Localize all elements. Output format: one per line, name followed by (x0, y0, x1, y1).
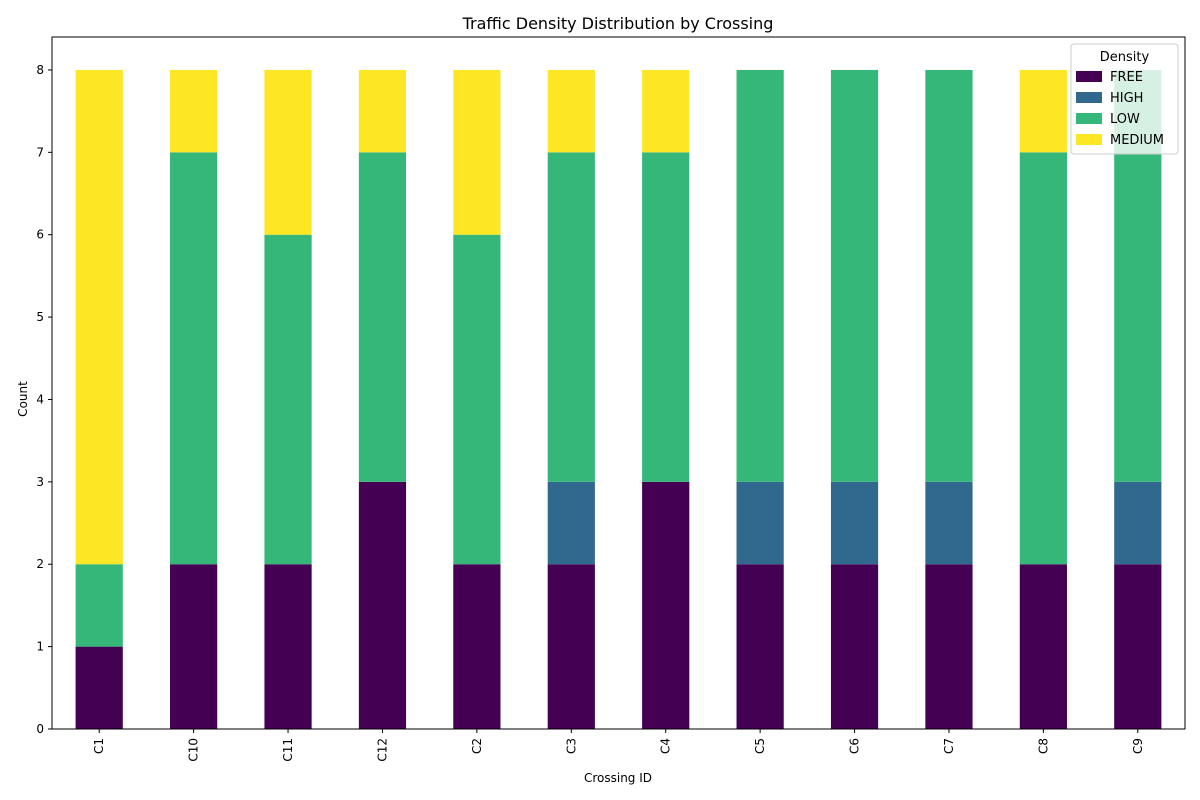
legend-swatch-free (1076, 71, 1102, 82)
legend-title: Density (1100, 50, 1150, 65)
bar-C6-high (830, 481, 879, 565)
x-tick-label: C9 (1131, 738, 1145, 754)
bar-C7-free (925, 564, 973, 729)
x-tick-label: C3 (564, 738, 578, 754)
bar-C12-free (358, 481, 407, 729)
x-tick-label: C5 (753, 738, 767, 754)
y-tick-label: 0 (36, 722, 44, 736)
bar-C1-medium (75, 69, 123, 565)
y-tick-label: 2 (36, 557, 44, 571)
bar-C10-medium (170, 69, 218, 153)
bar-C9-free (1114, 564, 1162, 729)
bar-C2-medium (453, 69, 501, 235)
x-axis-label: Crossing ID (584, 771, 652, 785)
bar-C2-low (453, 234, 501, 565)
legend-label-high: HIGH (1110, 91, 1143, 106)
bar-C7-low (925, 69, 973, 482)
bar-C5-high (736, 481, 784, 565)
x-tick-label: C10 (187, 738, 201, 762)
bar-C8-medium (1019, 69, 1067, 153)
x-tick-label: C7 (942, 738, 956, 754)
bar-C1-low (75, 564, 123, 647)
x-tick-label: C6 (848, 738, 862, 754)
legend: Density FREE HIGH LOW MEDIUM (1070, 43, 1179, 155)
bar-C8-free (1019, 564, 1067, 729)
x-tick-label: C4 (659, 738, 673, 754)
x-tick-label: C12 (375, 738, 389, 762)
bar-C5-free (736, 564, 784, 729)
bar-C6-low (830, 69, 879, 482)
legend-swatch-low (1076, 113, 1102, 124)
bar-C9-high (1114, 481, 1162, 565)
bar-C3-free (547, 564, 595, 729)
bar-C3-high (547, 481, 595, 565)
bar-C4-low (642, 152, 690, 482)
x-tick-label: C1 (92, 738, 106, 754)
bar-C6-free (830, 564, 879, 729)
y-tick-label: 4 (36, 392, 44, 406)
x-tick-label: C2 (470, 738, 484, 754)
plot-area: C1 C10 C11 C12 C2 C3 C4 C5 C6 C7 C8 C9 0 1 2 3 4 5 6 7 8 (36, 36, 1186, 762)
bar-C2-free (453, 564, 501, 729)
x-tick-label: C11 (281, 738, 295, 762)
y-tick-label: 8 (36, 63, 44, 77)
y-axis-label: Count (16, 381, 30, 417)
legend-label-medium: MEDIUM (1110, 133, 1164, 148)
bar-C10-free (170, 564, 218, 729)
bar-C11-free (264, 564, 312, 729)
x-tick-label: C8 (1036, 738, 1050, 754)
bar-C3-low (547, 152, 595, 482)
y-tick-label: 3 (36, 475, 44, 489)
bar-C8-low (1019, 152, 1067, 565)
bar-C10-low (170, 152, 218, 565)
legend-label-free: FREE (1110, 70, 1143, 85)
legend-swatch-medium (1076, 134, 1102, 145)
y-tick-label: 5 (36, 310, 44, 324)
bar-C7-high (925, 481, 973, 565)
chart-title: Traffic Density Distribution by Crossing (462, 14, 774, 33)
bar-C4-free (642, 481, 690, 729)
bar-C11-medium (264, 69, 312, 235)
plot-frame (51, 36, 1186, 730)
bar-C12-low (358, 152, 407, 482)
bar-C3-medium (547, 69, 595, 153)
bar-C1-free (75, 646, 123, 729)
y-tick-label: 7 (36, 145, 44, 159)
y-tick-label: 6 (36, 228, 44, 242)
legend-swatch-high (1076, 92, 1102, 103)
legend-label-low: LOW (1110, 112, 1140, 127)
bar-C4-medium (642, 69, 690, 153)
bar-C11-low (264, 234, 312, 565)
bar-C5-low (736, 69, 784, 482)
y-tick-label: 1 (36, 640, 44, 654)
bar-C12-medium (358, 69, 407, 153)
